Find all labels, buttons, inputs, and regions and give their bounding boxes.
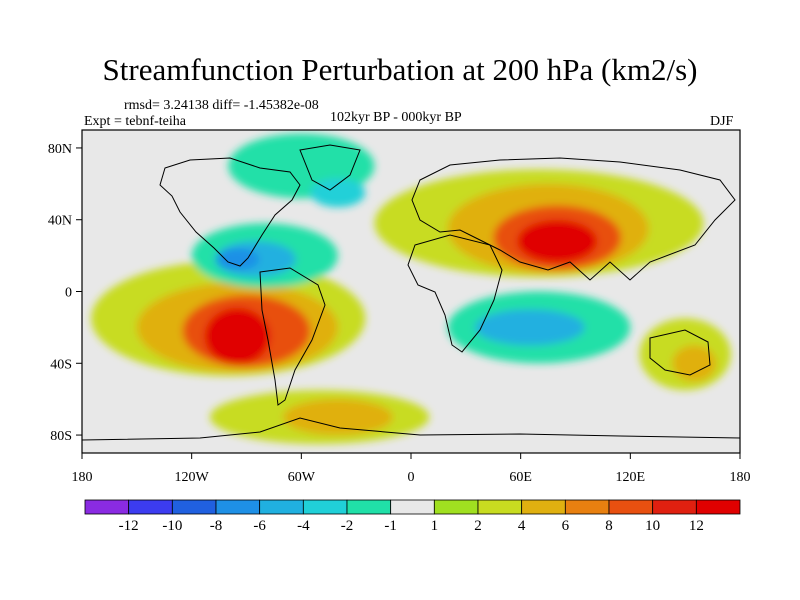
period-label: 102kyr BP - 000kyr BP [330, 110, 462, 125]
greenland-coast [299, 144, 361, 191]
colorbar-swatch [215, 499, 261, 515]
contour-blob [310, 178, 366, 208]
lon-tick-label: 60W [288, 470, 316, 485]
colorbar-label: 12 [688, 518, 704, 534]
contour-blob [474, 309, 585, 346]
colorbar-label: -12 [118, 518, 139, 534]
north-america-coast [159, 157, 301, 267]
stats-text: rmsd= 3.24138 diff= -1.45382e-08 [124, 98, 319, 113]
colorbar-swatch [302, 499, 348, 515]
colorbar-swatch [259, 499, 304, 515]
colorbar-swatch [171, 499, 217, 515]
colorbar-label: -1 [384, 518, 397, 534]
lat-tick-label: 40S [50, 357, 72, 372]
lon-tick-label: 0 [408, 470, 415, 485]
colorbar-swatch [477, 499, 523, 515]
colorbar-swatch [390, 499, 435, 515]
colorbar-label: -4 [297, 518, 310, 534]
colorbar-label: -2 [340, 518, 354, 534]
lat-tick-label: 80S [50, 429, 72, 444]
contour-blob [672, 345, 717, 382]
colorbar-label: 2 [474, 518, 482, 534]
antarctica-coast [82, 417, 740, 441]
lon-tick-label: 180 [72, 470, 93, 485]
colorbar-label: 10 [645, 518, 661, 534]
experiment-label: Expt = tebnf-teiha [84, 114, 186, 129]
contour-fields [91, 133, 731, 445]
colorbar-label: -8 [209, 518, 223, 534]
europe-asia-coast [411, 157, 736, 281]
lat-tick-label: 0 [65, 286, 72, 301]
contour-blob [283, 399, 393, 436]
australia-coast [649, 329, 711, 376]
latitude-axis: 80N 40N 0 40S 80S [48, 142, 82, 444]
colorbar-label: 4 [517, 518, 526, 534]
lat-tick-label: 40N [48, 214, 72, 229]
contour-blob [215, 248, 260, 270]
contour-blob [517, 219, 598, 263]
coastlines [82, 144, 740, 441]
south-america-coast [259, 267, 326, 406]
lon-tick-label: 180 [730, 470, 751, 485]
lon-tick-label: 120W [175, 470, 210, 485]
contour-blob [204, 307, 271, 366]
colorbar-label: -10 [162, 518, 183, 534]
longitude-axis: 180 120W 60W 0 60E 120E 180 [72, 453, 751, 485]
colorbar-swatch [521, 499, 566, 515]
colorbar-swatch [564, 499, 610, 515]
colorbar-label: -6 [253, 518, 266, 534]
colorbar-label: 8 [605, 518, 613, 534]
lat-tick-label: 80N [48, 142, 72, 157]
colorbar-swatch [695, 499, 741, 515]
colorbar-label: 1 [430, 518, 439, 534]
colorbar-swatch [346, 499, 392, 515]
colorbar-swatch [84, 499, 130, 515]
colorbar-swatch [652, 499, 697, 515]
lon-tick-label: 120E [616, 470, 646, 485]
africa-coast [407, 234, 503, 353]
colorbar-label: 6 [561, 518, 570, 534]
colorbar-swatch [128, 499, 173, 515]
season-label: DJF [710, 114, 734, 129]
lon-tick-label: 60E [509, 470, 532, 485]
colorbar-swatch [433, 499, 479, 515]
map-title: Streamfunction Perturbation at 200 hPa (… [102, 52, 698, 87]
colorbar [84, 499, 741, 515]
colorbar-swatch [608, 499, 654, 515]
